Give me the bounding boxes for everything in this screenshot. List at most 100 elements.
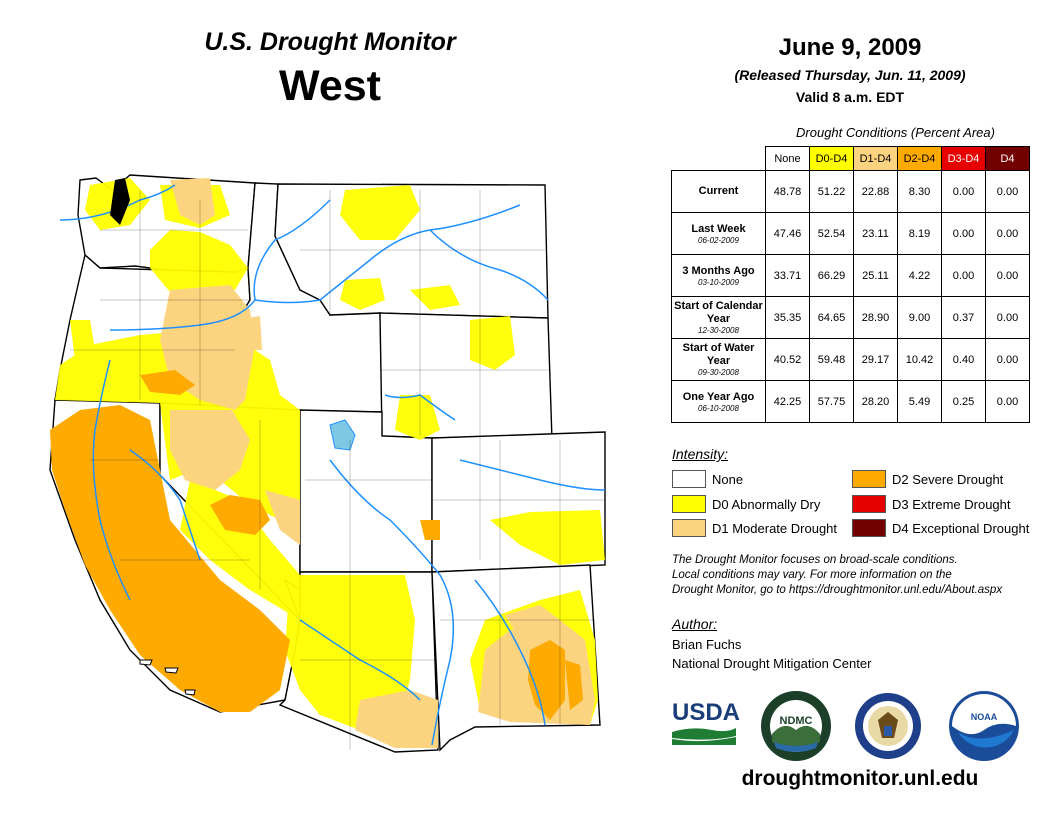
row-label: Start of Calendar Year 12-30-2008: [671, 296, 766, 339]
legend-item-d0: D0 Abnormally Dry: [672, 495, 820, 513]
table-cell: 25.11: [853, 254, 898, 297]
table-cell: 0.00: [985, 338, 1030, 381]
table-row: One Year Ago 06-10-2008 42.25 57.75 28.20…: [671, 380, 1030, 423]
column-header: D1-D4: [853, 146, 898, 171]
drought-map: [49, 174, 606, 753]
table-cell: 0.00: [985, 380, 1030, 423]
d2-severe-drought-areas: [50, 370, 583, 720]
legend-item-d3: D3 Extreme Drought: [852, 495, 1011, 513]
website-url[interactable]: droughtmonitor.unl.edu: [741, 767, 979, 790]
row-label: Current: [671, 170, 766, 213]
legend-title: Intensity:: [672, 446, 729, 462]
note-line: The Drought Monitor focuses on broad-sca…: [672, 554, 958, 566]
table-cell: 42.25: [765, 380, 810, 423]
great-salt-lake: [329, 419, 356, 451]
table-cell: 28.90: [853, 296, 898, 339]
column-header: D2-D4: [897, 146, 942, 171]
table-cell: 35.35: [765, 296, 810, 339]
table-header-blank: [671, 146, 766, 171]
table-cell: 28.20: [853, 380, 898, 423]
table-cell: 8.30: [897, 170, 942, 213]
table-cell: 59.48: [809, 338, 854, 381]
legend-swatch: [852, 519, 886, 537]
table-row: 3 Months Ago 03-10-2009 33.71 66.29 25.11…: [671, 254, 1030, 297]
legend-label: D1 Moderate Drought: [712, 520, 838, 536]
column-header: None: [765, 146, 810, 171]
table-cell: 51.22: [809, 170, 854, 213]
legend-swatch: [672, 470, 706, 488]
table-header-row: None D0-D4 D1-D4 D2-D4 D3-D4 D4: [671, 146, 1030, 171]
legend-label: D4 Exceptional Drought: [892, 520, 1030, 536]
legend-swatch: [672, 495, 706, 513]
table-cell: 48.78: [765, 170, 810, 213]
table-cell: 52.54: [809, 212, 854, 255]
table-cell: 64.65: [809, 296, 854, 339]
table-cell: 66.29: [809, 254, 854, 297]
author-name: Brian Fuchs: [672, 637, 742, 652]
legend-item-none: None: [672, 470, 743, 488]
table-cell: 57.75: [809, 380, 854, 423]
drought-conditions-table: None D0-D4 D1-D4 D2-D4 D3-D4 D4 Current …: [671, 146, 1030, 423]
puget-sound: [110, 178, 130, 225]
table-cell: 40.52: [765, 338, 810, 381]
note-line: Drought Monitor, go to https://droughtmo…: [672, 584, 1003, 596]
release-date: (Released Thursday, Jun. 11, 2009): [734, 67, 966, 83]
legend-label: D0 Abnormally Dry: [712, 496, 821, 512]
legend-swatch: [672, 519, 706, 537]
channel-islands: [139, 659, 196, 696]
usda-logo-text: USDA: [672, 699, 741, 726]
valid-time: Valid 8 a.m. EDT: [795, 89, 905, 105]
table-cell: 0.00: [985, 296, 1030, 339]
legend-label: D2 Severe Drought: [892, 471, 1004, 487]
table-cell: 8.19: [897, 212, 942, 255]
noaa-logo-text: NOAA: [971, 712, 998, 722]
table-cell: 33.71: [765, 254, 810, 297]
noaa-logo: NOAA: [949, 691, 1019, 761]
table-cell: 0.00: [985, 254, 1030, 297]
legend-label: None: [712, 471, 744, 487]
usda-logo-hills: [672, 728, 736, 745]
column-header: D4: [985, 146, 1030, 171]
disclaimer-note: The Drought Monitor focuses on broad-sca…: [672, 553, 1042, 598]
table-cell: 22.88: [853, 170, 898, 213]
row-label: 3 Months Ago 03-10-2009: [671, 254, 766, 297]
table-cell: 0.00: [985, 212, 1030, 255]
table-row: Start of Water Year 09-30-2008 40.52 59.4…: [671, 338, 1030, 381]
table-cell: 10.42: [897, 338, 942, 381]
note-line: Local conditions may vary. For more info…: [672, 569, 952, 581]
row-label: One Year Ago 06-10-2008: [671, 380, 766, 423]
legend-item-d1: D1 Moderate Drought: [672, 519, 837, 537]
map-title: U.S. Drought Monitor: [204, 28, 456, 56]
table-cell: 0.00: [941, 254, 986, 297]
commerce-seal-logo: [855, 693, 921, 759]
column-header: D3-D4: [941, 146, 986, 171]
table-cell: 0.25: [941, 380, 986, 423]
ndmc-logo: NDMC: [761, 691, 831, 761]
column-header: D0-D4: [809, 146, 854, 171]
map-date: June 9, 2009: [778, 34, 922, 61]
author-heading: Author:: [672, 616, 718, 632]
table-cell: 0.00: [941, 170, 986, 213]
table-cell: 0.00: [941, 212, 986, 255]
legend-item-d2: D2 Severe Drought: [852, 470, 1003, 488]
table-cell: 5.49: [897, 380, 942, 423]
table-cell: 47.46: [765, 212, 810, 255]
region-title: West: [279, 62, 381, 110]
table-cell: 0.40: [941, 338, 986, 381]
table-cell: 23.11: [853, 212, 898, 255]
legend-item-d4: D4 Exceptional Drought: [852, 519, 1029, 537]
usda-logo: USDA: [672, 699, 741, 750]
row-label: Last Week 06-02-2009: [671, 212, 766, 255]
legend-swatch: [852, 470, 886, 488]
d1-moderate-drought-areas: [160, 178, 595, 748]
table-cell: 0.37: [941, 296, 986, 339]
row-label: Start of Water Year 09-30-2008: [671, 338, 766, 381]
author-organization: National Drought Mitigation Center: [672, 656, 872, 671]
table-row: Last Week 06-02-2009 47.46 52.54 23.11 8.…: [671, 212, 1030, 255]
table-cell: 0.00: [985, 170, 1030, 213]
table-row: Start of Calendar Year 12-30-2008 35.35 6…: [671, 296, 1030, 339]
county-lines: [70, 190, 605, 750]
legend-label: D3 Extreme Drought: [892, 496, 1011, 512]
legend-swatch: [852, 495, 886, 513]
table-caption: Drought Conditions (Percent Area): [796, 125, 995, 140]
